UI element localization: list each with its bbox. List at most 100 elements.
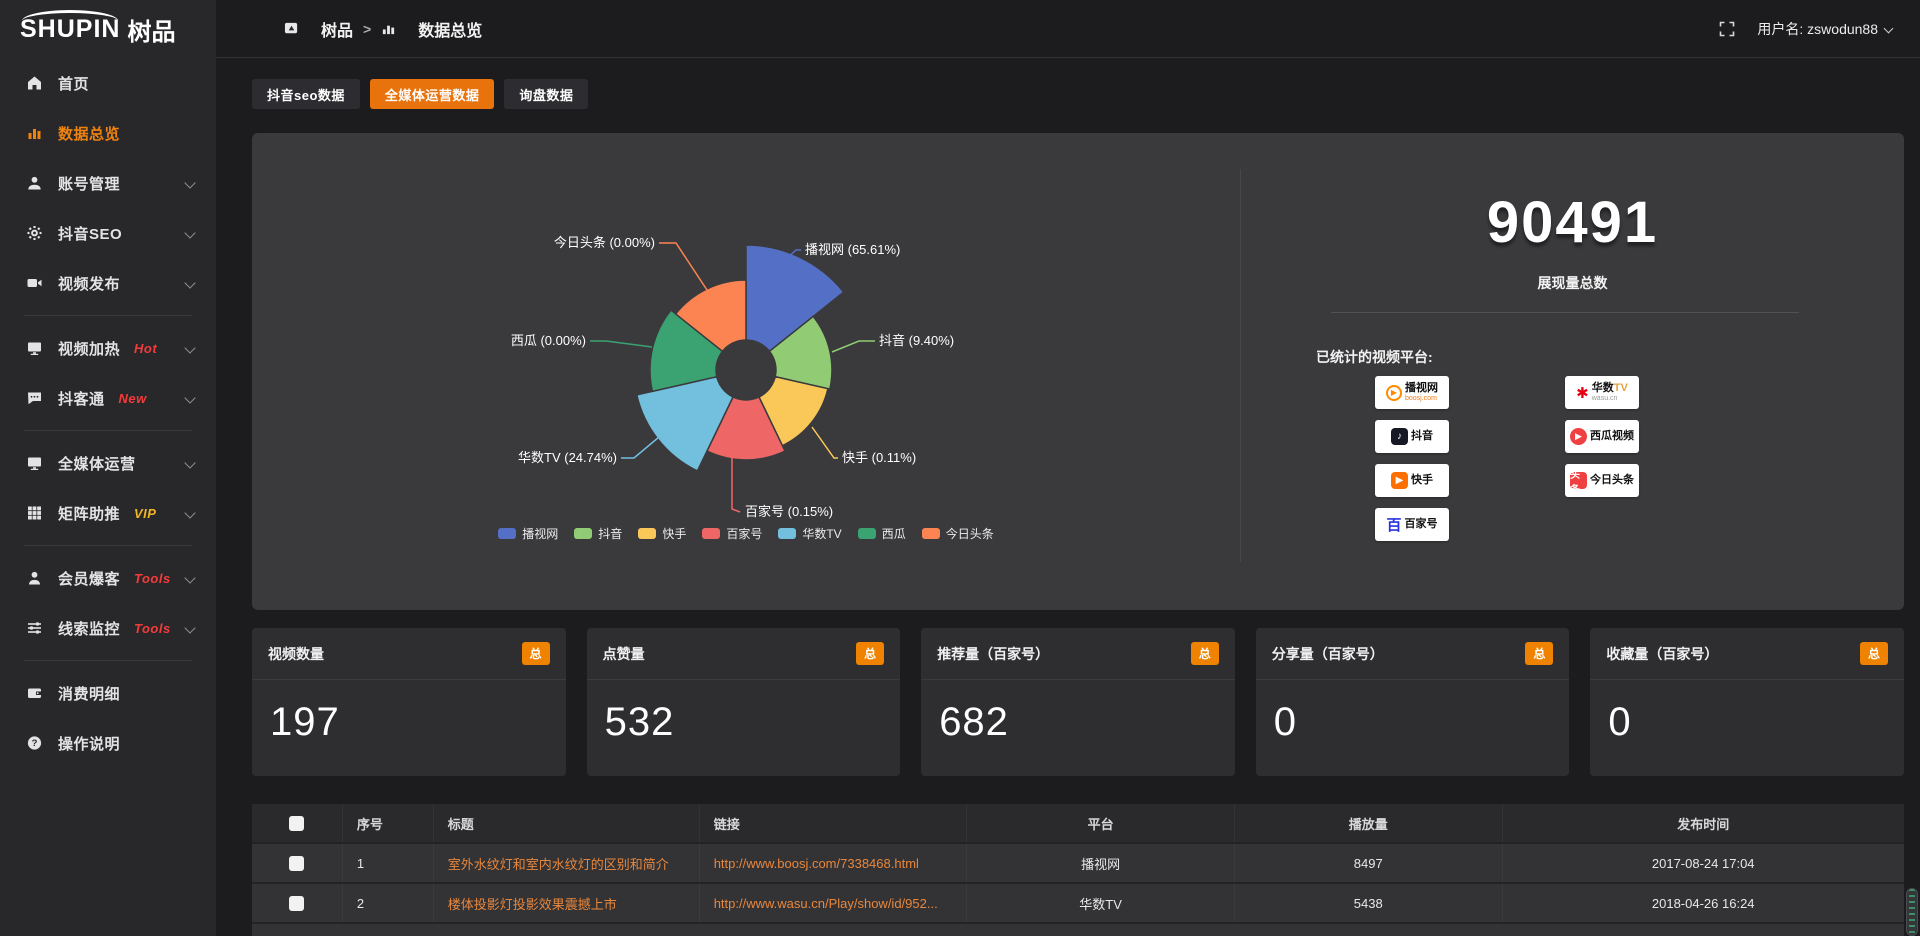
platform-logo-icon: ✱ bbox=[1576, 384, 1589, 402]
stat-card-title: 分享量（百家号） bbox=[1271, 645, 1384, 662]
platform-badge-2: ▶ 快手 bbox=[1375, 464, 1449, 497]
sidebar-item-label: 操作说明 bbox=[58, 735, 121, 753]
video-title-link[interactable]: 楼体投影灯投影效果震撼上市 bbox=[447, 896, 617, 912]
cell-link: http://www.boosj.com/7338468.html bbox=[700, 844, 968, 882]
cell-platform: 播视网 bbox=[967, 844, 1235, 882]
legend-label: 西瓜 bbox=[881, 527, 906, 541]
column-header-2: 链接 bbox=[700, 804, 968, 842]
pie-slice-3[interactable] bbox=[705, 395, 787, 461]
sidebar-item-matrix-boost[interactable]: 矩阵助推 VIP bbox=[0, 488, 216, 538]
total-badge: 总 bbox=[1859, 642, 1888, 665]
stat-card-header: 点赞量 总 bbox=[586, 628, 901, 680]
sidebar-badge-hot: Hot bbox=[134, 340, 158, 356]
stat-card-header: 分享量（百家号） 总 bbox=[1255, 628, 1570, 680]
legend-item-6[interactable]: 今日头条 bbox=[921, 525, 994, 542]
sidebar-item-label: 抖客通 bbox=[58, 390, 105, 408]
sidebar-item-consumption-detail[interactable]: 消费明细 bbox=[0, 668, 216, 718]
sidebar-item-label: 抖音SEO bbox=[58, 225, 123, 243]
stat-card-0: 视频数量 总 197 bbox=[252, 628, 566, 776]
sidebar-item-label: 视频加热 bbox=[58, 340, 121, 358]
row-checkbox[interactable] bbox=[289, 855, 305, 871]
column-header-4: 播放量 bbox=[1235, 804, 1503, 842]
stat-card-title: 点赞量 bbox=[602, 645, 645, 662]
tab-douyin-seo-data[interactable]: 抖音seo数据 bbox=[252, 79, 360, 109]
total-impressions-value: 90491 bbox=[1486, 190, 1659, 255]
sidebar-item-member-burst[interactable]: 会员爆客 Tools bbox=[0, 553, 216, 603]
legend-item-5[interactable]: 西瓜 bbox=[857, 525, 906, 542]
pie-slice-6[interactable] bbox=[674, 279, 747, 353]
sidebar-item-clue-monitor[interactable]: 线索监控 Tools bbox=[0, 603, 216, 653]
chat-icon bbox=[26, 390, 44, 406]
sidebar-item-account-management[interactable]: 账号管理 bbox=[0, 158, 216, 208]
platform-name: 播视网 boosj.com bbox=[1405, 382, 1438, 402]
header-checkbox-cell bbox=[252, 804, 343, 842]
username-label: 用户名: zswodun88 bbox=[1757, 20, 1878, 37]
legend-item-2[interactable]: 快手 bbox=[638, 525, 686, 542]
sidebar-item-douyin-seo[interactable]: 抖音SEO bbox=[0, 208, 216, 258]
video-url-link[interactable]: http://www.wasu.cn/Play/show/id/952... bbox=[713, 895, 938, 911]
stat-card-value: 197 bbox=[270, 700, 340, 744]
platform-name: 西瓜视频 bbox=[1590, 429, 1634, 442]
row-checkbox[interactable] bbox=[289, 895, 305, 911]
table-row-1: 1 室外水纹灯和室内水纹灯的区别和简介 http://www.boosj.com/7… bbox=[252, 844, 1904, 884]
row-checkbox-cell bbox=[252, 844, 343, 882]
summary-zone: 90491 展现量总数 已统计的视频平台: ▶ 播视网 boosj.com ♪ 抖音 ▶ 快… bbox=[1241, 133, 1904, 610]
pie-slice-4[interactable] bbox=[635, 375, 735, 472]
legend-label: 抖音 bbox=[598, 527, 623, 541]
sidebar-item-data-overview[interactable]: 数据总览 bbox=[0, 108, 216, 158]
pie-slice-0[interactable] bbox=[745, 244, 845, 353]
svg-text:?: ? bbox=[32, 738, 38, 749]
user-menu[interactable]: 用户名: zswodun88 bbox=[1757, 19, 1894, 39]
chart-breadcrumb-icon bbox=[381, 21, 396, 37]
cell-plays: 8497 bbox=[1235, 844, 1503, 882]
scrollbar-thumb[interactable] bbox=[1906, 888, 1918, 936]
sidebar-badge-tools: Tools bbox=[134, 620, 171, 636]
sidebar-item-video-heating[interactable]: 视频加热 Hot bbox=[0, 323, 216, 373]
tab-inquiry-data[interactable]: 询盘数据 bbox=[504, 79, 589, 109]
stat-card-value: 532 bbox=[604, 700, 675, 744]
breadcrumb-root[interactable]: 树品 bbox=[284, 17, 353, 41]
platform-badge-5: ▶ 西瓜视频 bbox=[1565, 420, 1639, 453]
video-icon bbox=[26, 275, 44, 291]
legend-item-1[interactable]: 抖音 bbox=[574, 525, 622, 542]
stat-card-3: 分享量（百家号） 总 0 bbox=[1255, 628, 1570, 776]
pie-label-line-4 bbox=[621, 431, 666, 459]
data-tabs: 抖音seo数据 全媒体运营数据 询盘数据 bbox=[252, 79, 1904, 109]
tab-media-operation-data[interactable]: 全媒体运营数据 bbox=[369, 79, 495, 109]
sidebar-item-home[interactable]: 首页 bbox=[0, 58, 216, 108]
select-all-checkbox[interactable] bbox=[289, 815, 305, 831]
sidebar-item-operation-guide[interactable]: ? 操作说明 bbox=[0, 718, 216, 768]
sidebar-item-douketong[interactable]: 抖客通 New bbox=[0, 373, 216, 423]
sidebar-badge-tools: Tools bbox=[134, 570, 171, 586]
sidebar-item-video-publish[interactable]: 视频发布 bbox=[0, 258, 216, 308]
cell-num: 2 bbox=[343, 884, 434, 922]
sidebar-item-label: 会员爆客 bbox=[58, 570, 121, 588]
sidebar-item-label: 账号管理 bbox=[58, 175, 121, 193]
platform-badge-4: ✱ 华数TV wasu.cn bbox=[1565, 376, 1639, 409]
sidebar: SHUPIN 树品 首页数据总览账号管理抖音SEO 视频发布视频加热 Hot 抖客通 N… bbox=[0, 0, 216, 936]
pie-slice-5[interactable] bbox=[649, 309, 724, 393]
pie-label-1: 抖音 (9.40%) bbox=[879, 333, 954, 348]
app-logo[interactable]: SHUPIN 树品 bbox=[0, 0, 216, 58]
legend-item-3[interactable]: 百家号 bbox=[702, 525, 762, 542]
chevron-down-icon bbox=[184, 457, 196, 469]
platform-name: 今日头条 bbox=[1590, 473, 1634, 486]
column-header-5: 发布时间 bbox=[1677, 816, 1730, 832]
fullscreen-icon[interactable] bbox=[1719, 21, 1735, 37]
sidebar-divider bbox=[24, 660, 192, 661]
breadcrumb-current[interactable]: 数据总览 bbox=[381, 17, 482, 41]
platform-name: 华数TV wasu.cn bbox=[1591, 382, 1628, 402]
sidebar-item-label: 数据总览 bbox=[58, 125, 121, 143]
pie-label-line-1 bbox=[831, 340, 875, 353]
column-header-1: 标题 bbox=[434, 804, 700, 842]
video-title-link[interactable]: 室外水纹灯和室内水纹灯的区别和简介 bbox=[447, 856, 669, 872]
video-url-link[interactable]: http://www.boosj.com/7338468.html bbox=[713, 855, 919, 871]
pie-slice-1[interactable] bbox=[768, 315, 833, 390]
legend-item-0[interactable]: 播视网 bbox=[498, 525, 558, 542]
sidebar-item-media-operation[interactable]: 全媒体运营 bbox=[0, 438, 216, 488]
legend-item-4[interactable]: 华数TV bbox=[778, 525, 842, 542]
gear-icon bbox=[26, 225, 44, 241]
total-badge: 总 bbox=[856, 642, 885, 665]
sidebar-item-label: 线索监控 bbox=[58, 620, 121, 638]
cell-num: 1 bbox=[343, 844, 434, 882]
